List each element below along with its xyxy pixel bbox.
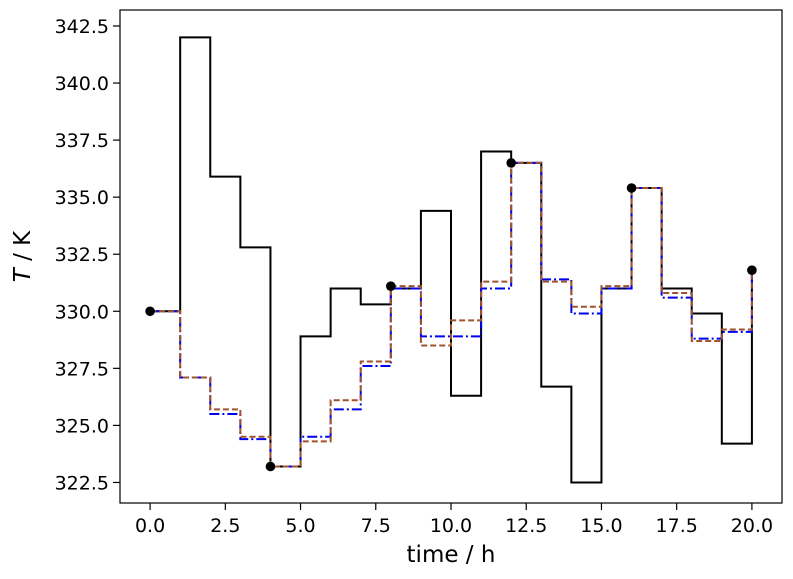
y-axis-label-variable: T [10,266,36,282]
y-tick-label: 342.5 [55,16,109,38]
y-tick-label: 340.0 [55,73,109,95]
y-tick-label: 322.5 [55,472,109,494]
data-point [386,281,396,291]
x-tick-label: 20.0 [731,515,773,537]
series-line-3 [150,161,753,468]
data-point [747,265,757,275]
points-layer [145,158,757,472]
x-tick-label: 5.0 [285,515,315,537]
data-point [506,158,516,168]
y-axis: 322.5 325.0 327.5 330.0 332.5 335.0 337.5 340.0… [55,16,120,494]
x-axis: 0.0 2.5 5.0 7.5 10.0 12.5 15.0 17.5 20.0 [135,503,773,537]
y-tick-label: 337.5 [55,130,109,152]
y-tick-label: 325.0 [55,415,109,437]
x-tick-label: 17.5 [656,515,698,537]
x-axis-label: time / h [407,542,496,568]
x-tick-label: 10.0 [430,515,472,537]
y-axis-label: T / K [10,230,36,282]
data-point [265,461,276,472]
y-tick-label: 330.0 [55,301,109,323]
data-point [626,183,637,193]
y-tick-label: 332.5 [55,244,109,266]
data-point [145,306,155,317]
y-axis-label-unit: / K [10,230,36,268]
x-tick-label: 7.5 [361,515,391,537]
series-layer [150,36,753,484]
x-tick-label: 2.5 [210,515,240,537]
y-tick-label: 327.5 [55,358,109,380]
x-tick-label: 12.5 [505,515,547,537]
x-tick-label: 0.0 [135,515,165,537]
x-tick-label: 15.0 [580,515,622,537]
series-line-2 [150,161,753,468]
y-tick-label: 335.0 [55,187,109,209]
